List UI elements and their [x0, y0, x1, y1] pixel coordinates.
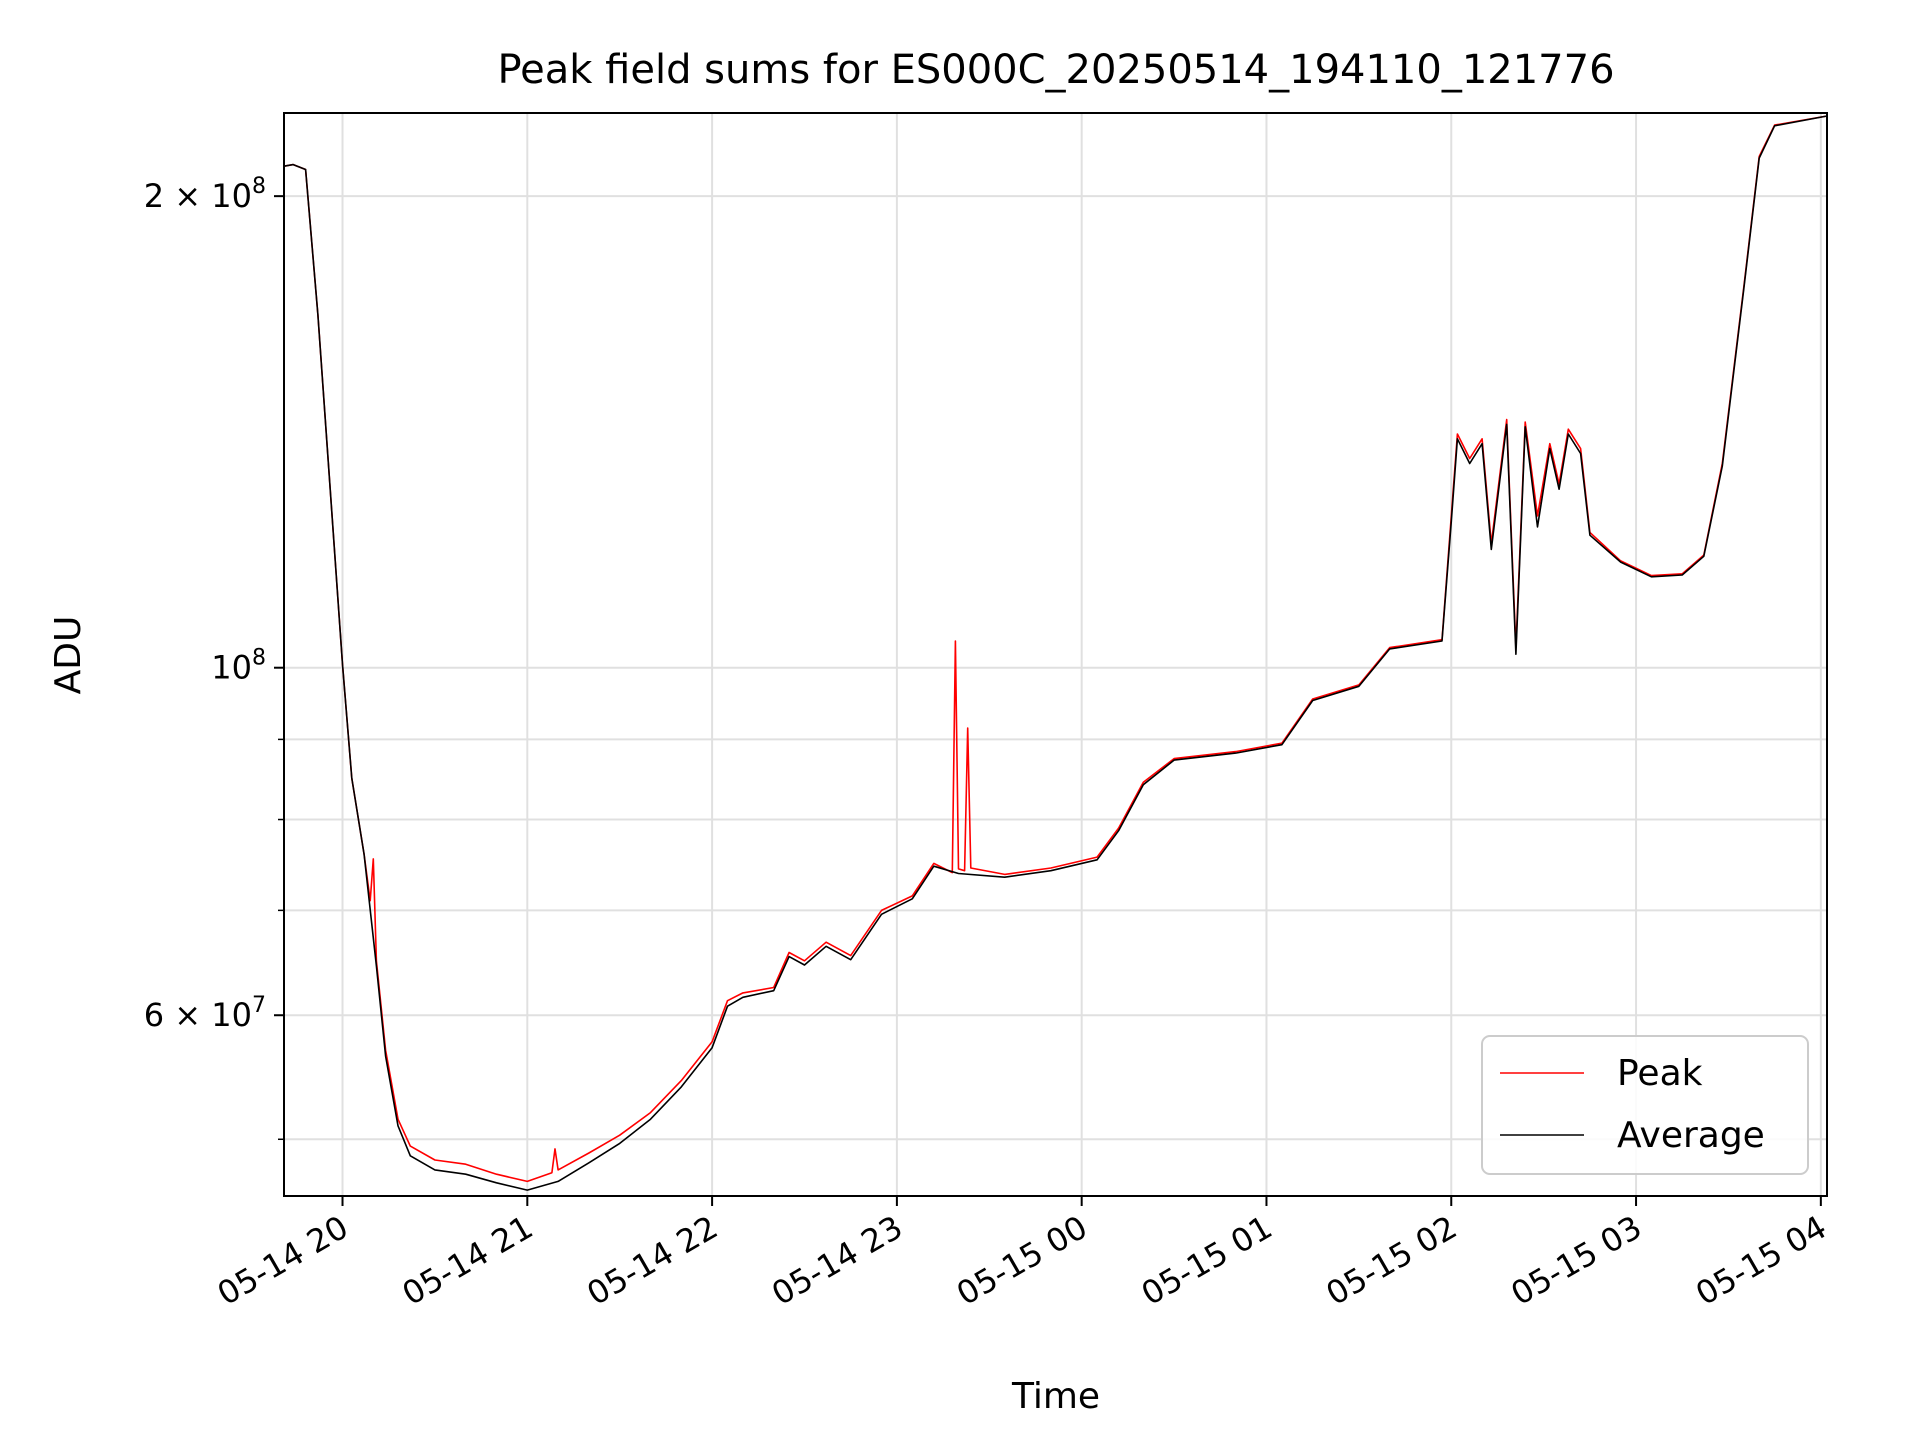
- legend-box: [1481, 1035, 1809, 1175]
- y-tick-label: 108: [211, 646, 266, 687]
- series-line-peak: [283, 115, 1828, 1183]
- plot-frame: [283, 112, 1828, 1197]
- legend-label-average: Average: [1617, 1115, 1765, 1156]
- y-axis-label: ADU: [48, 616, 89, 695]
- legend-label-peak: Peak: [1617, 1053, 1703, 1094]
- y-tick-label: 2 × 108: [144, 174, 266, 215]
- chart-title: Peak field sums for ES000C_20250514_1941…: [497, 47, 1614, 93]
- grid: [284, 113, 1827, 1196]
- plot-lines: [283, 115, 1828, 1191]
- x-axis-label: Time: [1011, 1376, 1100, 1417]
- series-line-average: [283, 115, 1828, 1191]
- legend: Peak Average: [1481, 1035, 1809, 1175]
- y-tick-label: 6 × 107: [144, 993, 266, 1034]
